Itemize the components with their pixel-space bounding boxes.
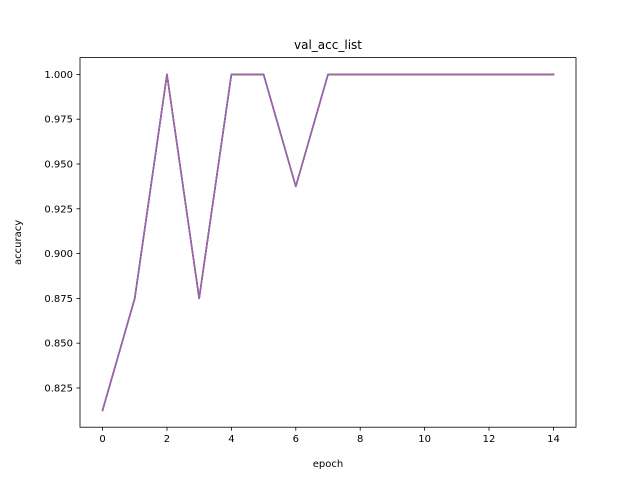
y-tick-label: 0.850 bbox=[44, 339, 73, 350]
y-tick-label: 0.900 bbox=[44, 249, 73, 260]
y-tick-label: 0.825 bbox=[44, 383, 73, 394]
x-tick-label: 6 bbox=[293, 434, 299, 445]
y-axis-label: accuracy bbox=[13, 220, 24, 265]
chart-title: val_acc_list bbox=[294, 38, 362, 52]
series-line-5 bbox=[101, 73, 555, 412]
y-tick-label: 0.875 bbox=[44, 294, 73, 305]
x-tick-label: 2 bbox=[164, 434, 170, 445]
y-axis: 0.825 0.850 0.875 0.900 0.925 0.950 0.975 1.000 bbox=[44, 70, 80, 394]
y-tick-label: 0.925 bbox=[44, 204, 73, 215]
series-lines bbox=[101, 73, 555, 412]
axes-frame bbox=[79, 57, 577, 428]
x-tick-label: 12 bbox=[483, 434, 496, 445]
y-tick-label: 1.000 bbox=[44, 70, 73, 81]
y-tick-label: 0.950 bbox=[44, 160, 73, 171]
x-tick-label: 14 bbox=[547, 434, 560, 445]
x-axis: 0 2 4 6 8 10 12 14 bbox=[99, 427, 560, 445]
x-tick-label: 0 bbox=[99, 434, 105, 445]
x-tick-label: 8 bbox=[357, 434, 363, 445]
x-tick-label: 10 bbox=[418, 434, 431, 445]
y-tick-label: 0.975 bbox=[44, 115, 73, 126]
x-axis-label: epoch bbox=[313, 459, 343, 470]
x-tick-label: 4 bbox=[228, 434, 234, 445]
